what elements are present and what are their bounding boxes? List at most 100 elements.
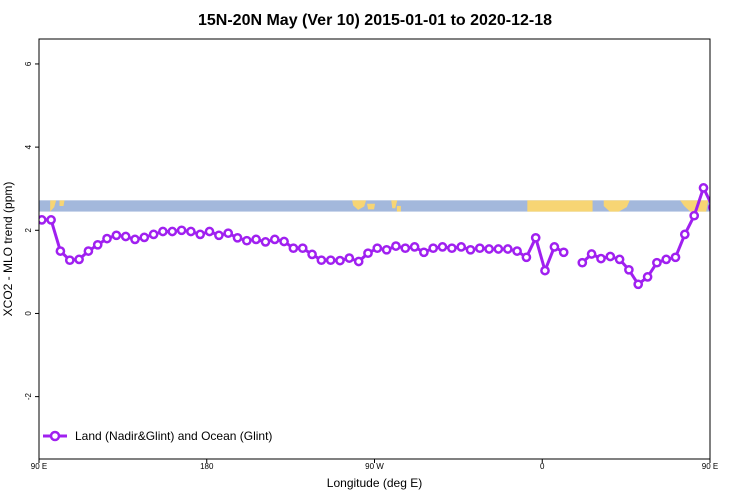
data-point <box>214 230 224 241</box>
data-point <box>297 243 308 254</box>
data-point <box>540 265 550 276</box>
land-patch <box>50 200 57 212</box>
data-point <box>596 253 606 264</box>
land-patch <box>352 200 367 210</box>
land-patch <box>59 200 65 206</box>
y-tick-label: 6 <box>24 61 33 66</box>
data-point <box>307 249 317 260</box>
data-point <box>158 226 168 237</box>
y-tick-label: 2 <box>24 228 33 233</box>
series-line <box>581 186 710 286</box>
data-point <box>46 215 56 225</box>
data-point <box>586 249 597 259</box>
y-tick-label: -2 <box>24 393 33 401</box>
data-point <box>679 229 690 240</box>
data-point <box>251 234 261 245</box>
data-point <box>55 246 66 256</box>
data-point <box>719 216 726 223</box>
data-point <box>737 248 744 255</box>
data-point <box>689 210 700 221</box>
data-point <box>530 232 541 243</box>
data-point <box>204 226 215 237</box>
data-point <box>728 216 735 223</box>
data-point <box>652 257 662 268</box>
land-patch <box>367 203 376 210</box>
data-point <box>521 252 532 263</box>
data-point <box>111 230 122 241</box>
data-point <box>64 255 75 266</box>
data-point <box>241 235 252 246</box>
y-axis-label: XCO2 - MLO trend (ppm) <box>1 182 15 317</box>
data-point <box>232 232 243 243</box>
land-ocean-band <box>39 200 750 212</box>
data-point <box>474 243 485 254</box>
data-point <box>130 234 140 245</box>
data-point <box>279 236 289 247</box>
data-point <box>372 243 383 254</box>
data-point <box>363 248 373 259</box>
data-point <box>661 254 672 265</box>
data-point <box>465 244 476 255</box>
data-point <box>74 254 84 265</box>
data-point <box>167 226 178 237</box>
data-point <box>577 257 588 268</box>
x-axis: 90 E 180 90 W 0 90 E <box>31 459 718 471</box>
land-patch <box>391 200 398 209</box>
data-point <box>428 243 439 254</box>
data-point <box>624 264 634 275</box>
data-point <box>456 242 467 252</box>
land-patch <box>396 205 401 212</box>
data-point <box>335 255 345 266</box>
land-patch <box>680 200 709 212</box>
y-axis: -2 0 2 4 6 <box>24 61 39 400</box>
data-point <box>633 279 644 290</box>
data-point <box>605 251 616 262</box>
data-point <box>83 246 94 256</box>
data-point <box>176 225 187 236</box>
legend: Land (Nadir&Glint) and Ocean (Glint) <box>43 429 272 443</box>
y-tick-label: 4 <box>24 144 33 149</box>
data-point <box>400 243 411 254</box>
data-point <box>92 239 103 250</box>
data-point <box>409 242 420 252</box>
data-point <box>391 241 401 251</box>
data-point <box>195 229 206 240</box>
legend-marker <box>49 430 61 442</box>
data-point <box>419 247 429 258</box>
legend-entry: Land (Nadir&Glint) and Ocean (Glint) <box>75 429 272 443</box>
data-point <box>698 183 709 193</box>
data-point <box>139 232 150 243</box>
data-point <box>344 253 355 263</box>
data-point <box>670 252 681 263</box>
data-point <box>353 256 364 267</box>
data-point <box>484 244 494 254</box>
land-patch <box>527 200 593 212</box>
data-point <box>747 257 750 264</box>
data-point <box>269 234 280 245</box>
data-point <box>102 233 112 244</box>
chart-title: 15N-20N May (Ver 10) 2015-01-01 to 2020-… <box>198 12 552 29</box>
data-point <box>549 242 560 252</box>
data-point <box>493 244 504 254</box>
data-point <box>447 243 457 254</box>
x-tick-label: 90 E <box>702 462 718 471</box>
data-point <box>148 229 159 240</box>
x-tick-label: 90 E <box>31 462 47 471</box>
series-layer <box>39 183 750 290</box>
data-point <box>437 242 448 252</box>
data-point <box>223 228 234 239</box>
data-point <box>120 231 131 242</box>
data-point <box>186 226 196 237</box>
data-point <box>39 215 47 225</box>
data-point <box>512 246 522 256</box>
data-point <box>558 247 569 258</box>
x-tick-label: 90 W <box>365 462 384 471</box>
x-axis-label: Longitude (deg E) <box>327 476 422 490</box>
data-point <box>381 244 392 255</box>
data-point <box>614 254 625 265</box>
data-point <box>260 237 271 247</box>
y-tick-label: 0 <box>24 311 33 316</box>
land-patch <box>738 200 750 211</box>
x-tick-label: 0 <box>540 462 545 471</box>
